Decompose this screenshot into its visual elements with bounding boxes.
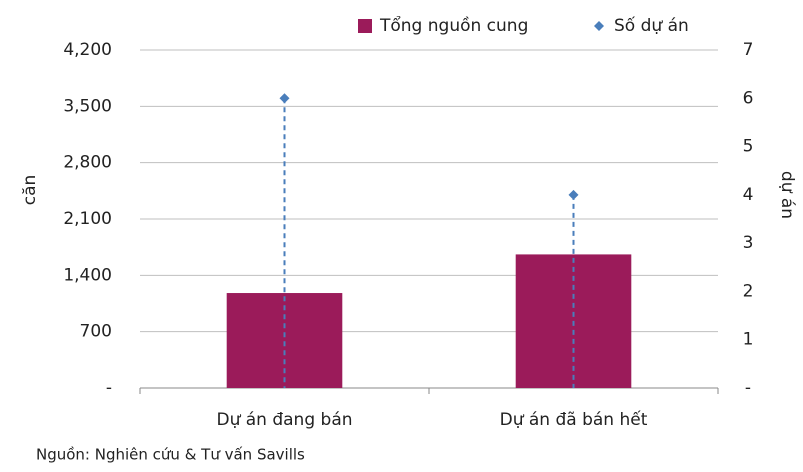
y2-tick-label: 4: [743, 185, 754, 205]
legend-label: Số dự án: [614, 15, 689, 36]
y-tick-label: 700: [80, 322, 112, 342]
x-tick-label: Dự án đã bán hết: [500, 409, 648, 430]
legend-label: Tổng nguồn cung: [379, 15, 528, 36]
source-note: Nguồn: Nghiên cứu & Tư vấn Savills: [36, 446, 305, 464]
y2-tick-label: 6: [743, 88, 754, 108]
y2-tick-label: 2: [743, 281, 754, 301]
marker: [568, 189, 579, 200]
y2-tick-label: 3: [743, 233, 754, 253]
y2-tick-label: 1: [743, 330, 754, 350]
marker: [279, 93, 290, 104]
y2-axis-label: dự án: [777, 171, 797, 219]
y2-tick-label: 7: [743, 40, 754, 60]
legend-swatch: [594, 21, 604, 31]
y2-tick-label: -: [745, 378, 751, 398]
y-tick-label: -: [106, 378, 112, 398]
y-tick-label: 2,100: [63, 209, 112, 229]
y-tick-label: 4,200: [63, 40, 112, 60]
y-tick-label: 2,800: [63, 153, 112, 173]
y-tick-label: 1,400: [63, 265, 112, 285]
y-axis-label: căn: [20, 175, 40, 206]
x-tick-label: Dự án đang bán: [216, 410, 352, 430]
y-tick-label: 3,500: [63, 96, 112, 116]
legend-swatch: [358, 19, 372, 33]
y2-tick-label: 5: [743, 137, 754, 157]
